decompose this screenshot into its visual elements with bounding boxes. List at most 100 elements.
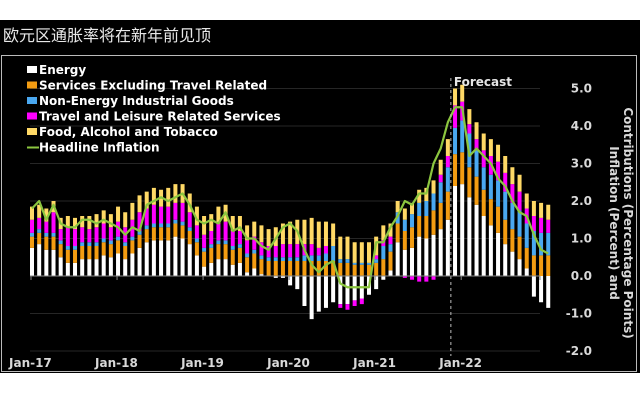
bar-segment-energy — [180, 238, 185, 276]
bar-segment-goods — [187, 227, 192, 231]
bar-segment-travel — [510, 184, 515, 203]
bar-segment-food — [266, 229, 271, 246]
bar-segment-food — [252, 221, 257, 237]
bar-segment-services — [166, 227, 171, 241]
bar-segment-goods — [137, 231, 142, 235]
y-tick-label: -1.0 — [566, 307, 592, 321]
bar-segment-travel — [417, 276, 422, 282]
bar-segment-energy — [44, 249, 49, 276]
bar-segment-services — [474, 176, 479, 205]
bar-segment-energy — [531, 276, 536, 297]
bar-segment-food — [280, 223, 285, 245]
bar-segment-goods — [259, 255, 264, 260]
bar-segment-food — [460, 84, 465, 102]
bar-segment-services — [151, 227, 156, 241]
bar-segment-goods — [58, 240, 63, 245]
bar-segment-services — [381, 259, 386, 276]
bar-segment-food — [503, 156, 508, 173]
bar-segment-travel — [216, 223, 221, 241]
bar-segment-food — [65, 216, 70, 228]
bar-segment-services — [230, 249, 235, 265]
bar-segment-services — [531, 255, 536, 276]
bar-segment-travel — [37, 217, 42, 230]
bar-segment-services — [410, 227, 415, 248]
bar-segment-energy — [474, 204, 479, 276]
bar-segment-travel — [338, 304, 343, 308]
bar-segment-services — [460, 152, 465, 185]
bar-segment-goods — [388, 244, 393, 252]
bar-segment-services — [123, 246, 128, 260]
bar-segment-food — [481, 133, 486, 151]
bar-segment-energy — [151, 240, 156, 276]
bar-segment-food — [345, 236, 350, 260]
bar-segment-food — [395, 201, 400, 213]
bar-segment-services — [424, 216, 429, 239]
y-axis-title-line: Contributions (Percentage Points) — [621, 107, 635, 338]
bar-segment-goods — [144, 225, 149, 230]
bar-segment-travel — [453, 105, 458, 128]
bar-segment-travel — [481, 150, 486, 168]
bar-segment-services — [37, 232, 42, 245]
x-tick-label: Jan-19 — [180, 356, 224, 370]
bar-segment-food — [173, 184, 178, 203]
bar-segment-food — [166, 187, 171, 207]
bar-segment-energy — [137, 247, 142, 276]
bar-segment-energy — [510, 251, 515, 276]
bar-segment-goods — [410, 214, 415, 228]
bar-segment-travel — [503, 172, 508, 192]
bar-segment-energy — [166, 240, 171, 276]
bar-segment-services — [524, 247, 529, 269]
bar-segment-food — [80, 216, 85, 228]
bar-segment-goods — [151, 223, 156, 228]
bar-segment-energy — [80, 259, 85, 276]
bar-segment-goods — [94, 242, 99, 246]
bar-segment-travel — [316, 247, 321, 256]
bar-segment-food — [230, 216, 235, 231]
bar-segment-goods — [280, 257, 285, 261]
bar-segment-services — [180, 225, 185, 239]
bar-segment-travel — [94, 227, 99, 243]
bar-segment-services — [216, 244, 221, 260]
gridlines — [30, 88, 540, 352]
bar-segment-travel — [359, 298, 364, 305]
bar-segment-food — [288, 221, 293, 245]
bar-segment-food — [44, 208, 49, 222]
bar-segment-travel — [87, 229, 92, 243]
bar-segment-travel — [209, 231, 214, 245]
bar-segment-services — [44, 236, 49, 250]
y-axis-title: Inflation (Percent) and Contributions (Pe… — [607, 107, 635, 338]
bar-segment-goods — [345, 259, 350, 263]
bar-segment-goods — [87, 242, 92, 246]
bar-segment-services — [503, 219, 508, 245]
bar-segment-food — [388, 223, 393, 237]
legend-label-food: Food, Alcohol and Tobacco — [39, 125, 218, 139]
bar-segment-food — [331, 223, 336, 246]
bar-segment-goods — [352, 262, 357, 265]
bar-segment-goods — [323, 253, 328, 261]
bar-segment-energy — [216, 259, 221, 276]
bar-segment-travel — [101, 223, 106, 239]
x-tick-label: Jan-21 — [352, 356, 396, 370]
bar-segment-food — [381, 225, 386, 241]
bar-segment-energy — [295, 276, 300, 290]
y-tick-label: 1.0 — [571, 232, 592, 246]
bar-segment-services — [194, 242, 199, 256]
bar-segment-goods — [130, 236, 135, 241]
bar-segment-travel — [166, 206, 171, 224]
bar-segment-energy — [309, 276, 314, 320]
bar-segment-goods — [338, 259, 343, 263]
bar-segment-food — [94, 214, 99, 228]
bar-segment-services — [352, 264, 357, 276]
bar-segment-goods — [73, 246, 78, 250]
bar-segment-goods — [237, 244, 242, 248]
bar-segment-goods — [417, 202, 422, 216]
bar-segment-food — [108, 214, 113, 228]
bar-segment-travel — [445, 156, 450, 168]
bar-segment-energy — [108, 257, 113, 276]
bar-segment-energy — [202, 266, 207, 276]
bar-segment-travel — [65, 227, 70, 246]
bar-segment-food — [402, 208, 407, 220]
bar-segment-energy — [503, 244, 508, 276]
bar-segment-goods — [216, 240, 221, 245]
bar-segment-goods — [266, 257, 271, 261]
